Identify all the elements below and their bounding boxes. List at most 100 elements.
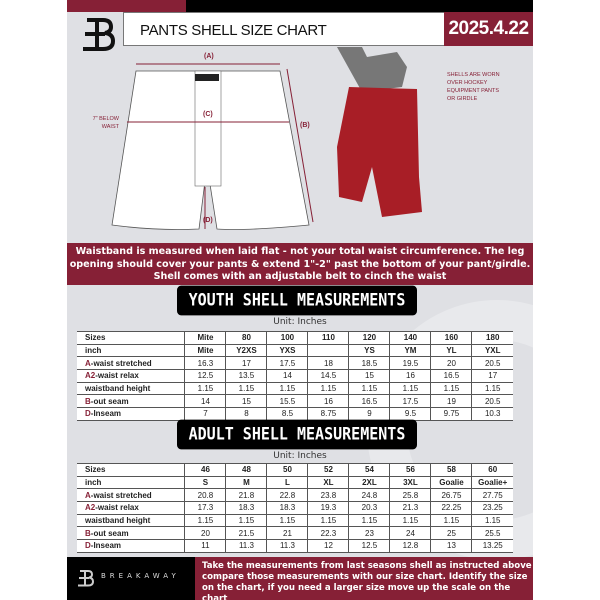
- table-cell: 3XL: [389, 475, 431, 490]
- page-title: PANTS SHELL SIZE CHART: [123, 12, 445, 46]
- table-row: Sizes 46 48 50 52 54 56 58 60: [77, 463, 513, 477]
- table-cell: 1.15: [430, 381, 472, 396]
- table-row: inch Mite Y2XS YXS YS YM YL YXL: [77, 343, 513, 358]
- measure-name: waistband height: [85, 384, 151, 394]
- measure-name: Sizes: [85, 465, 106, 475]
- table-row: inch S M L XL 2XL 3XL Goalie Goalie+: [77, 475, 513, 490]
- table-cell: 1.15: [266, 513, 308, 528]
- table-cell: 20.5: [471, 394, 513, 409]
- table-cell: 16.5: [348, 394, 390, 409]
- table-cell: 180: [471, 331, 513, 345]
- table-cell: 1.15: [348, 381, 390, 396]
- table-cell: 23.8: [307, 488, 349, 503]
- table-cell: 25: [430, 526, 472, 541]
- top-bar: [186, 0, 533, 12]
- table-row: A2-waist relax 17.3 18.3 18.3 19.3 20.3 21.3 22…: [77, 501, 513, 515]
- table-cell: 23.25: [471, 501, 513, 515]
- footer-logo-icon: [78, 570, 95, 587]
- table-cell: 140: [389, 331, 431, 345]
- table-cell: 11.3: [225, 539, 267, 553]
- table-cell: 46: [184, 463, 226, 477]
- table-cell: 21: [266, 526, 308, 541]
- table-cell: 21.8: [225, 488, 267, 503]
- table-cell: 80: [225, 331, 267, 345]
- measure-name: -out seam: [90, 528, 129, 538]
- measure-name: -waist stretched: [90, 358, 152, 368]
- table-cell: 12.8: [389, 539, 431, 553]
- table-cell: M: [225, 475, 267, 490]
- table-cell: 22.3: [307, 526, 349, 541]
- row-label: B-out seam: [77, 394, 185, 409]
- youth-size-table: Sizes Mite 80 100 110 120 140 160 180 inch Mite Y2X…: [77, 331, 513, 421]
- table-row: A-waist stretched 20.8 21.8 22.8 23.8 24.8 25.…: [77, 488, 513, 503]
- table-cell: 16: [307, 394, 349, 409]
- table-cell: 16: [389, 369, 431, 383]
- measure-code: D: [85, 541, 91, 551]
- table-cell: 56: [389, 463, 431, 477]
- table-row: D-Inseam 11 11.3 11.3 12 12.5 12.8 13 13.25: [77, 539, 513, 553]
- table-cell: L: [266, 475, 308, 490]
- table-cell: 9.75: [430, 407, 472, 421]
- table-cell: 16.3: [184, 356, 226, 371]
- table-cell: 14: [266, 369, 308, 383]
- adult-section-title: ADULT SHELL MEASUREMENTS: [177, 419, 417, 450]
- table-cell: 54: [348, 463, 390, 477]
- table-cell: 1.15: [348, 513, 390, 528]
- table-cell: 9: [348, 407, 390, 421]
- table-cell: XL: [307, 475, 349, 490]
- table-cell: 15.5: [266, 394, 308, 409]
- table-cell: 14.5: [307, 369, 349, 383]
- label-b: (B): [300, 122, 310, 129]
- table-cell: 21.3: [389, 501, 431, 515]
- table-cell: 60: [471, 463, 513, 477]
- table-cell: 17.5: [389, 394, 431, 409]
- table-cell: 2XL: [348, 475, 390, 490]
- table-cell: [307, 343, 349, 358]
- table-cell: 1.15: [307, 381, 349, 396]
- date-badge: 2025.4.22: [444, 12, 533, 46]
- row-label: inch: [77, 475, 185, 490]
- row-label: A-waist stretched: [77, 356, 185, 371]
- table-cell: S: [184, 475, 226, 490]
- top-bar-accent: [67, 0, 186, 12]
- measure-name: -waist relax: [95, 371, 139, 381]
- table-cell: 1.15: [471, 381, 513, 396]
- measure-name: waistband height: [85, 516, 151, 526]
- youth-section-title: YOUTH SHELL MEASUREMENTS: [177, 285, 417, 316]
- table-cell: Goalie+: [471, 475, 513, 490]
- table-cell: 17: [471, 369, 513, 383]
- table-cell: 100: [266, 331, 308, 345]
- table-cell: 50: [266, 463, 308, 477]
- table-cell: 19.3: [307, 501, 349, 515]
- table-cell: 12: [307, 539, 349, 553]
- table-cell: 20: [430, 356, 472, 371]
- table-row: A2-waist relax 12.5 13.5 14 14.5 15 16 16.5 17: [77, 369, 513, 383]
- row-label: A2-waist relax: [77, 501, 185, 515]
- table-cell: 25.5: [471, 526, 513, 541]
- measure-name: -waist relax: [95, 503, 139, 513]
- table-cell: 1.15: [184, 381, 226, 396]
- table-cell: 15: [348, 369, 390, 383]
- measure-name: Sizes: [85, 333, 106, 343]
- measurement-diagram: (A) (C) (B) (D) 7" BELOW WAIST SHELLS AR…: [67, 47, 533, 243]
- table-cell: 110: [307, 331, 349, 345]
- measure-name: -Inseam: [90, 409, 122, 419]
- row-label: D-Inseam: [77, 407, 185, 421]
- table-cell: 18.3: [225, 501, 267, 515]
- row-label: A2-waist relax: [77, 369, 185, 383]
- table-cell: 23: [348, 526, 390, 541]
- measure-name: inch: [85, 478, 102, 488]
- table-row: B-out seam 20 21.5 21 22.3 23 24 25 25.5: [77, 526, 513, 541]
- table-cell: 14: [184, 394, 226, 409]
- table-cell: 1.15: [225, 381, 267, 396]
- table-row: B-out seam 14 15 15.5 16 16.5 17.5 19 20.5: [77, 394, 513, 409]
- table-cell: 18.3: [266, 501, 308, 515]
- table-cell: 52: [307, 463, 349, 477]
- brand-name: BREAKAWAY: [101, 572, 180, 580]
- table-cell: 1.15: [266, 381, 308, 396]
- measure-code: A2: [85, 503, 96, 513]
- label-d: (D): [203, 217, 213, 224]
- size-chart-page: PANTS SHELL SIZE CHART 2025.4.22 (A) (C)…: [67, 0, 533, 600]
- table-cell: 24: [389, 526, 431, 541]
- table-cell: 20.5: [471, 356, 513, 371]
